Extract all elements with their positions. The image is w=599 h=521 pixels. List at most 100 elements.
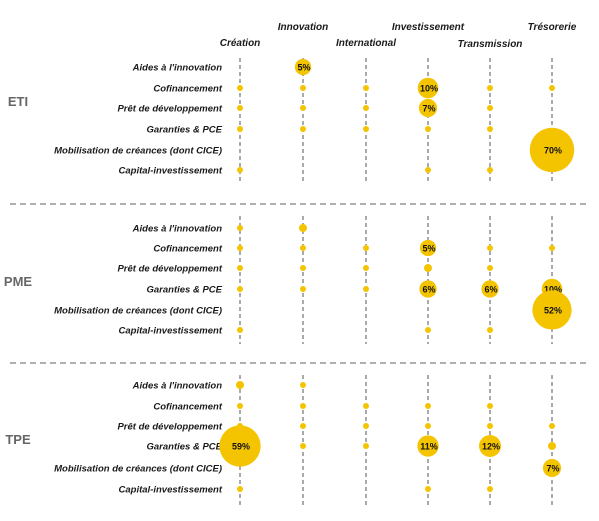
row-label-tpe-capital-investissement: Capital-investissement	[119, 485, 223, 496]
bubble-tpe-pret-de-developpement-tresorerie	[549, 423, 555, 429]
bubble-eti-pret-de-developpement-creation	[237, 105, 243, 111]
bubble-eti-pret-de-developpement-innovation	[300, 105, 306, 111]
bubble-tpe-aides-a-l-innovation-creation	[236, 381, 244, 389]
bubble-tpe-cofinancement-international	[363, 403, 369, 409]
bubble-tpe-garanties-pce-tresorerie	[548, 442, 556, 450]
bubble-pme-capital-investissement-investissement	[425, 327, 431, 333]
bubble-eti-pret-de-developpement-transmission	[487, 105, 493, 111]
row-label-tpe-aides-a-l-innovation: Aides à l'innovation	[132, 381, 223, 392]
value-label-pme-garanties-pce-investissement: 6%	[422, 285, 435, 295]
row-label-tpe-cofinancement: Cofinancement	[153, 402, 222, 413]
bubble-pme-cofinancement-innovation	[300, 245, 306, 251]
row-label-eti-cofinancement: Cofinancement	[153, 84, 222, 95]
row-label-eti-capital-investissement: Capital-investissement	[119, 166, 223, 177]
group-label-pme: PME	[4, 274, 33, 289]
bubble-tpe-capital-investissement-transmission	[487, 486, 493, 492]
row-label-eti-mobilisation-de-creances-dont-cice: Mobilisation de créances (dont CICE)	[54, 146, 222, 157]
bubble-pme-garanties-pce-transmission	[481, 280, 499, 298]
bubble-pme-cofinancement-transmission	[487, 245, 493, 251]
bubble-pme-pret-de-developpement-transmission	[487, 265, 493, 271]
column-header-creation: Création	[220, 38, 261, 49]
row-label-eti-aides-a-l-innovation: Aides à l'innovation	[132, 63, 223, 74]
bubble-tpe-pret-de-developpement-international	[363, 423, 369, 429]
bubble-pme-aides-a-l-innovation-creation	[237, 225, 243, 231]
row-label-eti-pret-de-developpement: Prêt de développement	[117, 104, 222, 115]
bubble-eti-mobilisation-de-creances-dont-cice-tresorerie	[529, 127, 575, 173]
bubble-tpe-garanties-pce-creation	[219, 425, 261, 467]
column-header-transmission: Transmission	[458, 39, 523, 50]
bubble-pme-garanties-pce-investissement	[419, 280, 437, 298]
bubble-pme-cofinancement-creation	[237, 245, 243, 251]
value-label-tpe-mobilisation-de-creances-dont-cice-tresorerie: 7%	[546, 464, 559, 474]
row-label-pme-capital-investissement: Capital-investissement	[119, 326, 223, 337]
bubble-pme-garanties-pce-international	[363, 286, 369, 292]
row-label-pme-garanties-pce: Garanties & PCE	[147, 285, 223, 296]
bubble-tpe-garanties-pce-innovation	[300, 443, 306, 449]
bubble-tpe-capital-investissement-creation	[237, 486, 243, 492]
bubble-tpe-mobilisation-de-creances-dont-cice-tresorerie	[542, 458, 562, 478]
bubble-pme-cofinancement-tresorerie	[549, 245, 555, 251]
bubble-tpe-pret-de-developpement-investissement	[425, 423, 431, 429]
value-label-pme-mobilisation-de-creances-dont-cice-tresorerie: 52%	[544, 306, 562, 316]
bubble-eti-cofinancement-creation	[237, 85, 243, 91]
value-label-eti-pret-de-developpement-investissement: 7%	[422, 104, 435, 114]
column-header-international: International	[336, 38, 396, 49]
value-label-tpe-garanties-pce-investissement: 11%	[420, 442, 438, 452]
value-label-pme-garanties-pce-transmission: 6%	[484, 285, 497, 295]
bubble-eti-cofinancement-international	[363, 85, 369, 91]
bubble-pme-garanties-pce-innovation	[300, 286, 306, 292]
bubble-tpe-cofinancement-creation	[237, 403, 243, 409]
value-label-pme-garanties-pce-tresorerie: 10%	[544, 285, 562, 295]
bubble-eti-cofinancement-transmission	[487, 85, 493, 91]
bubble-pme-cofinancement-international	[363, 245, 369, 251]
bubble-eti-garanties-pce-international	[363, 126, 369, 132]
row-label-pme-mobilisation-de-creances-dont-cice: Mobilisation de créances (dont CICE)	[54, 306, 222, 317]
value-label-eti-aides-a-l-innovation-innovation: 5%	[297, 63, 310, 73]
bubble-tpe-garanties-pce-investissement	[417, 435, 439, 457]
bubble-pme-capital-investissement-creation	[237, 327, 243, 333]
bubble-eti-aides-a-l-innovation-innovation	[294, 58, 312, 76]
bubble-tpe-garanties-pce-transmission	[479, 435, 501, 457]
bubble-eti-pret-de-developpement-investissement	[418, 98, 438, 118]
bubble-eti-garanties-pce-innovation	[300, 126, 306, 132]
column-header-investissement: Investissement	[392, 22, 465, 33]
bubble-tpe-cofinancement-investissement	[425, 403, 431, 409]
row-label-pme-aides-a-l-innovation: Aides à l'innovation	[132, 224, 223, 235]
bubble-eti-garanties-pce-transmission	[487, 126, 493, 132]
bubble-pme-pret-de-developpement-international	[363, 265, 369, 271]
bubble-pme-cofinancement-investissement	[419, 239, 437, 257]
bubble-tpe-aides-a-l-innovation-innovation	[300, 382, 306, 388]
bubble-tpe-garanties-pce-international	[363, 443, 369, 449]
row-label-pme-cofinancement: Cofinancement	[153, 244, 222, 255]
bubble-eti-capital-investissement-creation	[237, 167, 243, 173]
column-header-tresorerie: Trésorerie	[528, 22, 577, 33]
row-label-tpe-garanties-pce: Garanties & PCE	[147, 442, 223, 453]
bubble-eti-capital-investissement-transmission	[487, 167, 493, 173]
bubble-tpe-pret-de-developpement-innovation	[300, 423, 306, 429]
bubble-eti-cofinancement-innovation	[300, 85, 306, 91]
bubble-pme-garanties-pce-creation	[237, 286, 243, 292]
row-label-pme-pret-de-developpement: Prêt de développement	[117, 264, 222, 275]
bubble-tpe-pret-de-developpement-transmission	[487, 423, 493, 429]
bubble-pme-pret-de-developpement-creation	[237, 265, 243, 271]
value-label-tpe-garanties-pce-creation: 59%	[232, 442, 250, 452]
bubble-tpe-cofinancement-transmission	[487, 403, 493, 409]
value-label-eti-cofinancement-investissement: 10%	[420, 84, 438, 94]
bubble-eti-pret-de-developpement-international	[363, 105, 369, 111]
bubble-pme-mobilisation-de-creances-dont-cice-tresorerie	[532, 290, 572, 330]
bubble-pme-pret-de-developpement-innovation	[300, 265, 306, 271]
bubble-eti-garanties-pce-investissement	[425, 126, 431, 132]
bubble-tpe-capital-investissement-investissement	[425, 486, 431, 492]
row-label-eti-garanties-pce: Garanties & PCE	[147, 125, 223, 136]
value-label-eti-mobilisation-de-creances-dont-cice-tresorerie: 70%	[544, 146, 562, 156]
bubble-eti-cofinancement-investissement	[417, 77, 439, 99]
group-label-tpe: TPE	[5, 432, 31, 447]
bubble-eti-garanties-pce-creation	[237, 126, 243, 132]
row-label-tpe-mobilisation-de-creances-dont-cice: Mobilisation de créances (dont CICE)	[54, 464, 222, 475]
bubble-pme-aides-a-l-innovation-innovation	[299, 224, 307, 232]
bubble-tpe-cofinancement-innovation	[300, 403, 306, 409]
value-label-tpe-garanties-pce-transmission: 12%	[482, 442, 500, 452]
bubble-pme-pret-de-developpement-investissement	[424, 264, 432, 272]
bubble-eti-cofinancement-tresorerie	[549, 85, 555, 91]
